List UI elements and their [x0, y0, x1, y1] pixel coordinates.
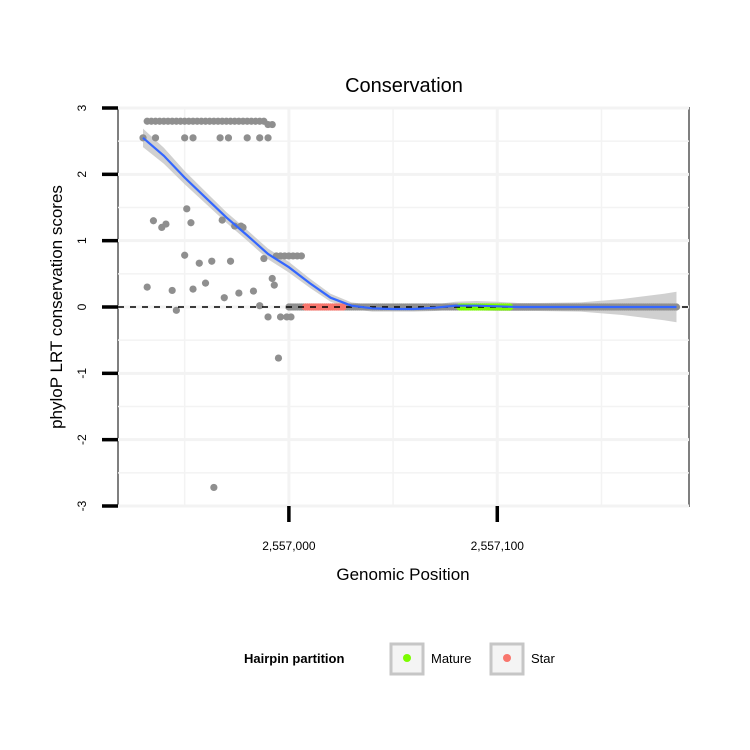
- data-point: [162, 220, 170, 228]
- grid-lines: [118, 106, 689, 508]
- legend-title: Hairpin partition: [244, 651, 344, 666]
- data-point: [210, 483, 218, 492]
- data-point: [181, 251, 189, 259]
- data-point: [220, 294, 228, 302]
- data-point: [260, 254, 268, 263]
- data-point: [264, 313, 272, 321]
- legend-swatch-mature: [403, 654, 411, 662]
- legend-swatch-star: [503, 654, 511, 662]
- legend-label-mature: Mature: [431, 651, 471, 666]
- data-point: [256, 134, 264, 142]
- data-point: [201, 279, 210, 287]
- data-point: [264, 134, 272, 142]
- data-point: [276, 313, 285, 321]
- y-tick-label: 1: [75, 237, 89, 244]
- y-tick-label: 0: [75, 303, 89, 310]
- data-point: [268, 120, 276, 129]
- data-point: [270, 281, 278, 289]
- legend: Hairpin partition Mature Star: [244, 642, 556, 676]
- x-tick-label: 2,557,000: [262, 539, 316, 553]
- data-point: [172, 306, 180, 314]
- y-tick-label: 2: [75, 171, 89, 178]
- data-point: [268, 274, 276, 283]
- confidence-band-area: [143, 128, 677, 323]
- x-axis-title: Genomic Position: [336, 565, 469, 584]
- data-point: [149, 217, 158, 225]
- data-point: [226, 257, 235, 265]
- legend-key-star: [489, 642, 525, 676]
- smooth-trend-line: [142, 137, 677, 311]
- data-point-star: [339, 303, 347, 311]
- y-tick-label: -3: [75, 500, 89, 511]
- data-point: [224, 134, 233, 142]
- data-point: [243, 134, 251, 142]
- smooth-line-path: [142, 137, 677, 311]
- data-point: [297, 252, 305, 260]
- y-tick-label: 3: [75, 104, 89, 111]
- y-tick-label: -1: [75, 368, 89, 379]
- data-point: [274, 354, 283, 362]
- legend-label-star: Star: [531, 651, 556, 666]
- data-point: [216, 134, 224, 142]
- data-point: [208, 257, 216, 265]
- data-point: [181, 134, 189, 142]
- data-point: [168, 286, 176, 295]
- data-point: [183, 205, 191, 213]
- data-point: [143, 283, 151, 291]
- confidence-band: [143, 128, 677, 323]
- data-point: [187, 219, 195, 227]
- data-point: [189, 134, 197, 142]
- x-tick-label: 2,557,100: [471, 539, 525, 553]
- data-point: [151, 134, 160, 142]
- y-tick-label: -2: [75, 434, 89, 445]
- data-point: [287, 313, 295, 321]
- data-point: [195, 259, 203, 267]
- x-axis-ticks: 2,557,000 2,557,100: [262, 506, 524, 553]
- data-point: [189, 285, 197, 293]
- data-point: [218, 216, 226, 224]
- data-point: [249, 287, 258, 295]
- y-axis-title: phyloP LRT conservation scores: [47, 185, 66, 429]
- y-axis-ticks: -3 -2 -1 0 1 2 3: [75, 104, 118, 511]
- chart-title: Conservation: [345, 75, 463, 97]
- data-point: [235, 289, 243, 297]
- data-point: [256, 302, 264, 310]
